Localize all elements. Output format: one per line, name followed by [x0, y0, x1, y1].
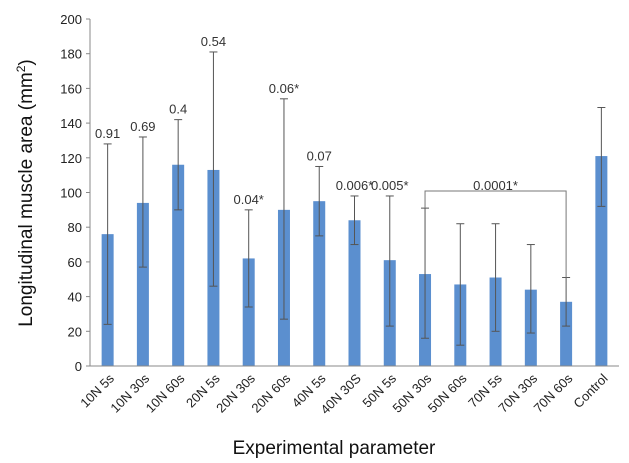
p-value-label: 0.54 — [201, 34, 226, 49]
error-bar — [174, 119, 183, 211]
y-axis-title: Longitudinal muscle area (mm2) — [14, 59, 37, 327]
x-category-label: Control — [570, 371, 610, 411]
error-bar — [244, 209, 253, 308]
y-tick-label: 0 — [75, 359, 82, 374]
x-category-label: 10N 60s — [143, 370, 188, 415]
y-tick-label: 120 — [60, 151, 82, 166]
error-bars — [103, 51, 606, 346]
y-axis-title-main: Longitudinal muscle area (mm — [16, 72, 37, 327]
error-bar — [279, 98, 288, 320]
significance-annotations: 0.91 0.69 0.4 0.54 0.04* 0.06* 0.07 0.006*0.005… — [95, 34, 409, 207]
p-value-label: 0.4 — [169, 102, 187, 117]
y-tick-label: 40 — [68, 290, 82, 305]
x-category-label: 70N 60s — [531, 370, 576, 415]
x-axis-title: Experimental parameter — [233, 438, 436, 459]
error-bar — [350, 195, 359, 246]
p-value-label: 0.69 — [130, 119, 155, 134]
error-bar — [597, 106, 606, 207]
error-bar — [491, 223, 500, 332]
bar — [560, 301, 573, 366]
bar — [313, 201, 326, 366]
bracket-label: 0.0001* — [473, 178, 518, 193]
y-axis-ticks: 0 20 40 60 80 100 120 140 160 180 200 — [60, 12, 90, 374]
y-tick-label: 20 — [68, 324, 82, 339]
bar — [595, 156, 608, 366]
p-value-label: 0.006* — [336, 178, 374, 193]
error-bar — [138, 136, 147, 268]
p-value-label: 0.91 — [95, 126, 120, 141]
error-bar — [315, 165, 324, 237]
x-category-label: 50N 60s — [425, 370, 470, 415]
y-tick-label: 100 — [60, 186, 82, 201]
bar — [136, 202, 149, 366]
bar — [348, 220, 361, 366]
bracket-line — [424, 190, 567, 278]
y-axis-title-close: ) — [16, 59, 37, 65]
bar — [172, 164, 185, 366]
x-category-label: 20N 60s — [248, 370, 293, 415]
p-value-label: 0.005* — [371, 178, 409, 193]
bar — [242, 258, 255, 366]
y-tick-label: 160 — [60, 81, 82, 96]
error-bar — [456, 223, 465, 346]
y-tick-label: 200 — [60, 12, 82, 27]
error-bar — [526, 244, 535, 334]
p-value-label: 0.07 — [307, 148, 332, 163]
y-tick-label: 140 — [60, 116, 82, 131]
significance-bracket: 0.0001* — [424, 178, 567, 278]
error-bar — [209, 51, 218, 287]
p-value-label: 0.06* — [269, 81, 299, 96]
error-bar — [385, 195, 394, 327]
y-tick-label: 80 — [68, 220, 82, 235]
error-bar — [103, 143, 112, 325]
y-axis-title-superscript: 2 — [14, 65, 28, 72]
p-value-label: 0.04* — [234, 192, 264, 207]
y-tick-label: 60 — [68, 255, 82, 270]
y-tick-label: 180 — [60, 47, 82, 62]
